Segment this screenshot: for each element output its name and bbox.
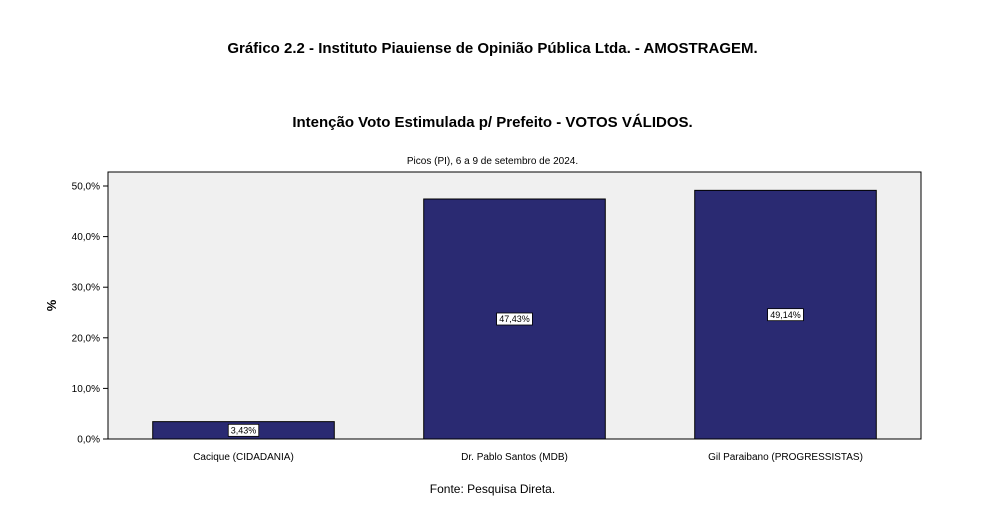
- chart-subtitle: Picos (PI), 6 a 9 de setembro de 2024.: [406, 156, 579, 167]
- value-label-box: [496, 312, 533, 326]
- value-label: 49,14%: [770, 310, 801, 320]
- value-label-box: [227, 423, 260, 437]
- y-tick-label: 50,0%: [72, 182, 100, 193]
- y-axis: 0,0% 10,0% 20,0% 30,0% 40,0% 50,0%: [72, 172, 109, 446]
- bars-group: 3,43% 47,43% 49,14%: [152, 189, 877, 440]
- value-label-box: [767, 308, 804, 322]
- value-label: 47,43%: [499, 314, 530, 324]
- value-label: 3,43%: [231, 426, 257, 436]
- x-tick-label: Gil Paraibano (PROGRESSISTAS): [708, 452, 863, 463]
- y-tick-label: 10,0%: [72, 384, 100, 395]
- main-title: Gráfico 2.2 - Instituto Piauiense de Opi…: [227, 40, 758, 57]
- y-axis-label: %: [44, 299, 59, 311]
- source-note: Fonte: Pesquisa Direta.: [429, 482, 556, 496]
- x-tick-label: Dr. Pablo Santos (MDB): [461, 452, 568, 463]
- x-axis-labels: Cacique (CIDADANIA) Dr. Pablo Santos (MDB…: [193, 452, 863, 463]
- y-tick-label: 40,0%: [72, 232, 100, 243]
- y-tick-label: 20,0%: [72, 333, 100, 344]
- x-tick-label: Cacique (CIDADANIA): [193, 452, 294, 463]
- chart-title: Intenção Voto Estimulada p/ Prefeito - V…: [292, 114, 693, 131]
- y-tick-label: 30,0%: [72, 283, 100, 294]
- y-tick-label: 0,0%: [77, 435, 100, 446]
